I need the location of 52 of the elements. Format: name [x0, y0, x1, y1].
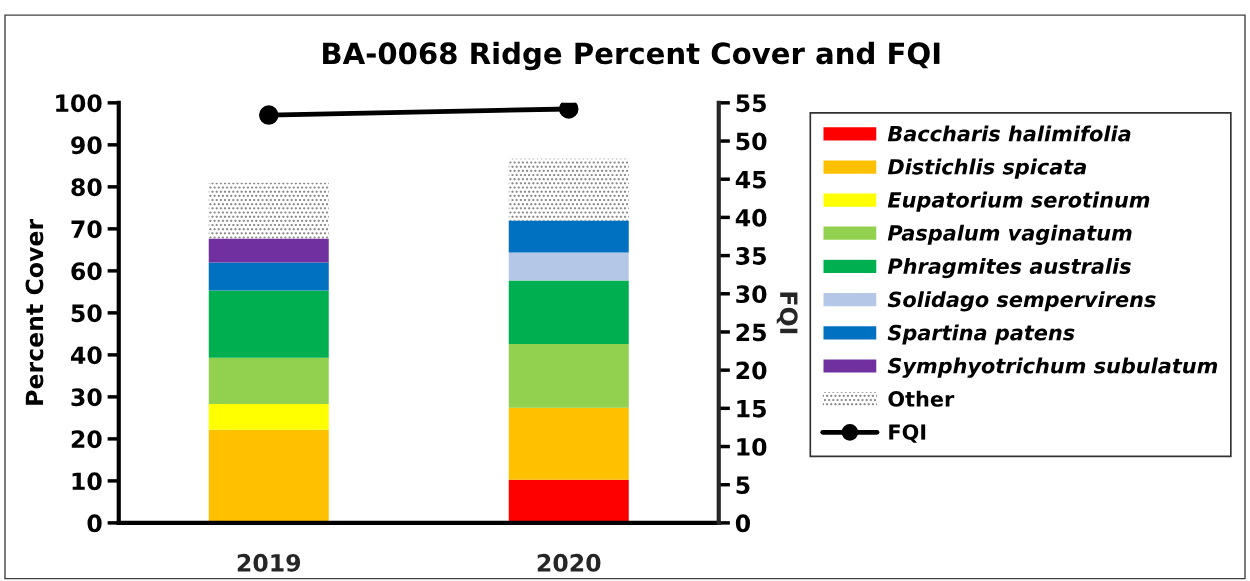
bar: [208, 182, 329, 239]
y-tick-label: 20: [71, 430, 102, 449]
legend-label: FQI: [889, 424, 926, 443]
y2-tick-label: 35: [736, 247, 766, 265]
legend-label: Paspalum vaginatum: [887, 224, 1132, 245]
x-tick-label: 2019: [237, 553, 301, 572]
y2-tick-label: 25: [736, 323, 766, 342]
y2-tick-label: 50: [736, 132, 767, 151]
bar: [208, 238, 329, 263]
bar: [208, 262, 329, 291]
legend-label: Other: [888, 390, 955, 407]
y2-tick-label: 10: [737, 437, 767, 456]
bar: [508, 407, 629, 480]
y2-axis-title: FQI: [776, 292, 798, 334]
y-tick-label: 70: [71, 220, 102, 239]
bar: [208, 404, 329, 430]
chart-title: BA-0068 Ridge Percent Cover and FQI: [323, 41, 940, 71]
legend-label: Spartina patens: [887, 324, 1075, 345]
y-tick-label: 80: [71, 178, 102, 197]
y2-tick-label: 15: [737, 400, 766, 418]
y-tick-label: 60: [71, 262, 102, 281]
y-tick-label: 100: [56, 94, 102, 113]
legend-label: Distichlis spicata: [887, 158, 1086, 179]
y2-tick-label: 20: [736, 361, 767, 380]
legend-label: Solidago sempervirens: [887, 291, 1156, 312]
legend-label: Symphyotrichum subulatum: [887, 357, 1218, 378]
y-tick-label: 90: [71, 136, 102, 155]
y2-tick-label: 55: [736, 94, 766, 113]
y2-tick-label: 45: [735, 170, 766, 189]
bar: [508, 343, 629, 408]
bar: [508, 479, 629, 523]
y2-tick-label: 40: [735, 208, 767, 227]
x-tick-label: 2020: [537, 553, 601, 572]
y-tick-label: 30: [71, 388, 102, 407]
bar: [208, 357, 329, 405]
y-axis-title: Percent Cover: [25, 218, 44, 405]
y2-tick-label: 0: [735, 514, 751, 533]
legend-label: Phragmites australis: [887, 257, 1131, 279]
y-tick-label: 10: [72, 472, 102, 491]
y2-tick-label: 30: [736, 285, 767, 304]
bar: [508, 220, 629, 253]
bar: [508, 158, 629, 221]
legend-label: Baccharis halimifolia: [887, 125, 1131, 142]
bar: [208, 429, 329, 523]
y-tick-label: 50: [71, 304, 102, 323]
y-tick-label: 0: [87, 514, 102, 533]
bar: [508, 252, 629, 281]
legend-label: Eupatorium serotinum: [887, 191, 1150, 212]
bar: [508, 280, 629, 344]
bar: [208, 290, 329, 358]
y2-tick-label: 5: [736, 476, 750, 495]
y-tick-label: 40: [70, 346, 102, 365]
